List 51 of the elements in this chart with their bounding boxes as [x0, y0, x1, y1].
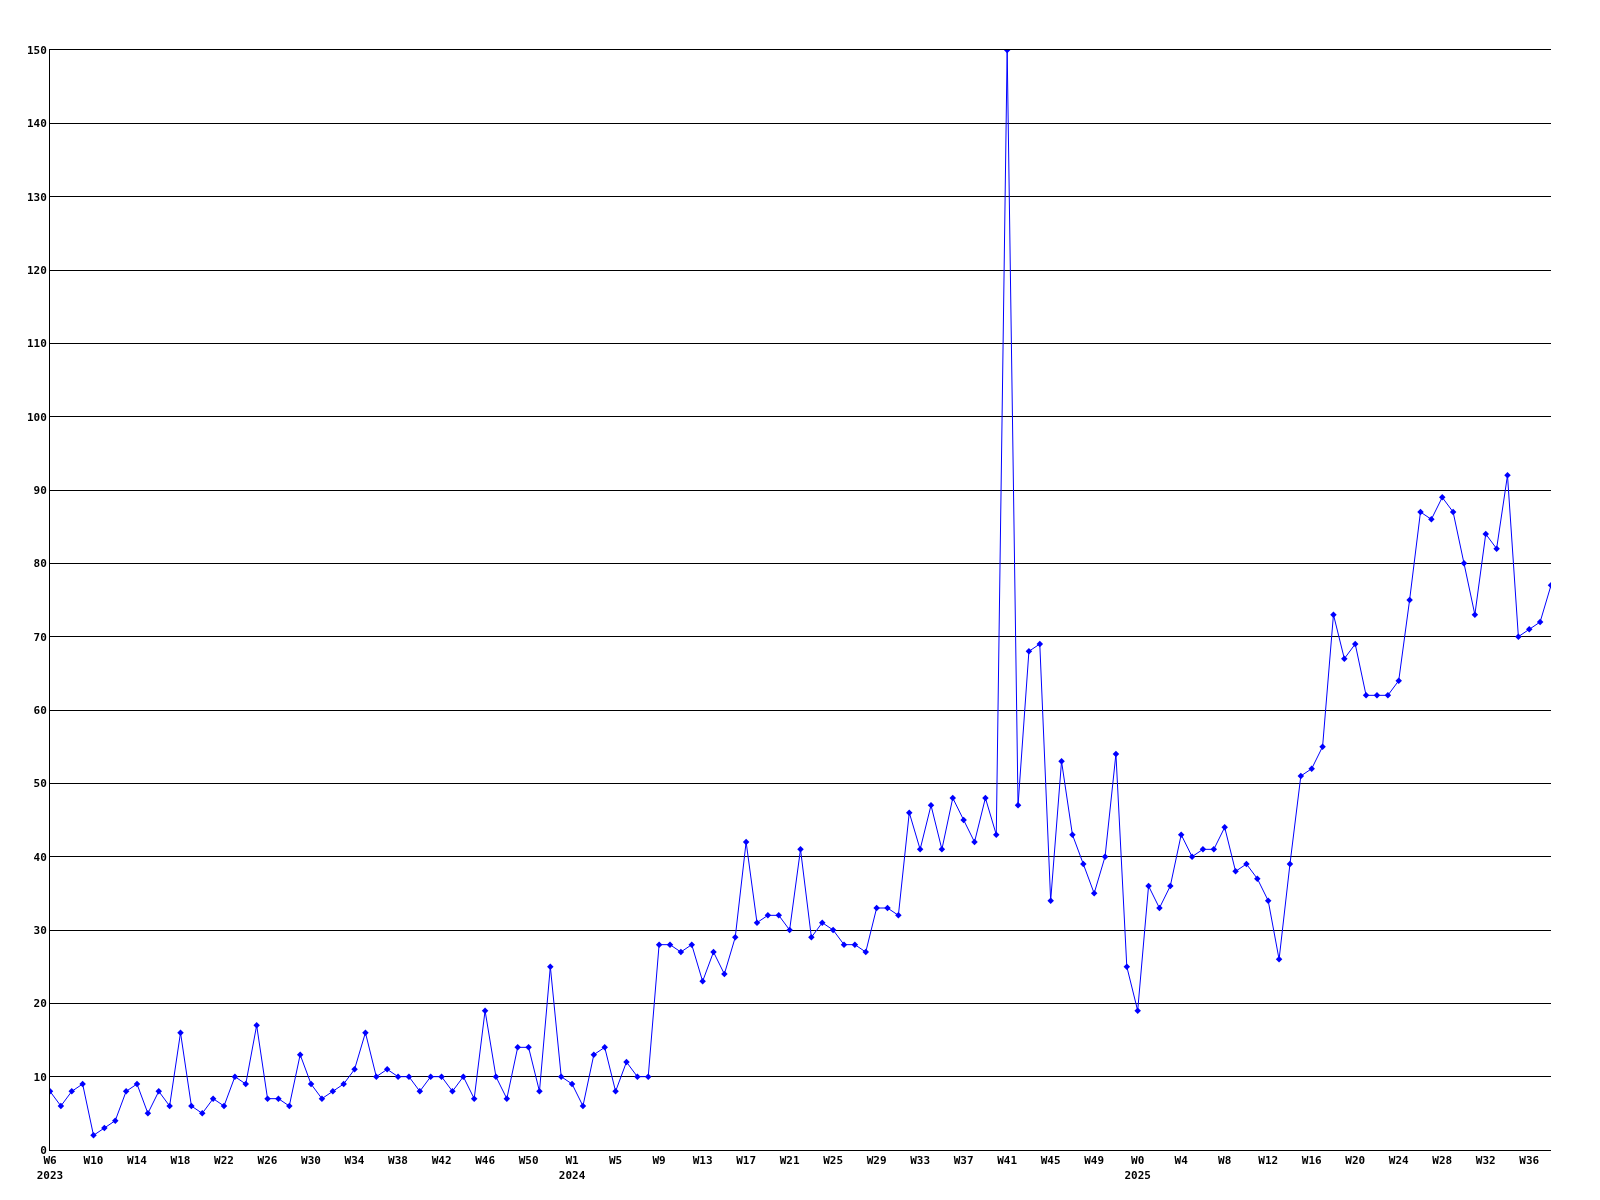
x-tick-label: W24	[1388, 1154, 1410, 1168]
x-tick-label: W0 2025	[1124, 1154, 1151, 1182]
x-tick-label: W22	[214, 1154, 234, 1168]
x-tick-label: W18	[170, 1154, 191, 1168]
y-tick-label: 40	[33, 850, 47, 864]
x-tick-label: W6 2023	[36, 1154, 64, 1182]
y-tick-label: 140	[26, 117, 47, 131]
x-tick-label: W30	[301, 1154, 321, 1168]
x-tick-label: W36	[1519, 1154, 1540, 1168]
x-tick-label: W12	[1258, 1154, 1279, 1168]
x-tick-label: W37	[953, 1154, 974, 1168]
x-tick-label: W34	[344, 1154, 365, 1168]
y-tick-label: 70	[33, 630, 47, 644]
y-tick-label: 120	[26, 263, 47, 277]
y-tick-label: 80	[33, 557, 47, 571]
x-tick-label: W10	[83, 1154, 104, 1168]
x-tick-label: W32	[1475, 1154, 1496, 1168]
x-tick-label: W46	[475, 1154, 496, 1168]
y-tick-label: 50	[33, 777, 47, 791]
y-tick-label: 130	[26, 190, 47, 204]
y-tick-label: 90	[33, 483, 47, 497]
y-tick-label: 100	[26, 410, 47, 424]
x-tick-label: W14	[127, 1154, 148, 1168]
x-tick-label: W1 2024	[558, 1154, 586, 1182]
x-tick-label: W20	[1345, 1154, 1366, 1168]
x-tick-label: W45	[1040, 1154, 1061, 1168]
x-tick-label: W8	[1218, 1154, 1232, 1168]
x-tick-label: W42	[431, 1154, 452, 1168]
x-tick-label: W25	[823, 1154, 844, 1168]
y-tick-label: 60	[33, 703, 47, 717]
x-tick-label: W9	[652, 1154, 666, 1168]
x-tick-label: W38	[388, 1154, 408, 1168]
x-tick-label: W33	[910, 1154, 931, 1168]
x-tick-label: W50	[518, 1154, 539, 1168]
x-tick-label: W29	[866, 1154, 887, 1168]
y-tick-label: 20	[33, 997, 47, 1011]
y-tick-label: 110	[26, 337, 47, 351]
y-tick-label: 150	[26, 43, 47, 57]
x-tick-label: W5	[608, 1154, 623, 1168]
x-tick-label: W4	[1174, 1154, 1189, 1168]
x-tick-label: W41	[997, 1154, 1018, 1168]
y-tick-label: 30	[33, 923, 47, 937]
x-tick-label: W13	[692, 1154, 713, 1168]
x-tick-label: W17	[736, 1154, 757, 1168]
x-tick-label: W21	[779, 1154, 800, 1168]
x-tick-label: W28	[1432, 1154, 1453, 1168]
y-tick-label: 10	[33, 1070, 47, 1084]
y-tick-label: 0	[40, 1143, 47, 1157]
x-tick-label: W49	[1084, 1154, 1105, 1168]
x-tick-label: W16	[1301, 1154, 1323, 1168]
x-tick-label: W26	[257, 1154, 278, 1168]
